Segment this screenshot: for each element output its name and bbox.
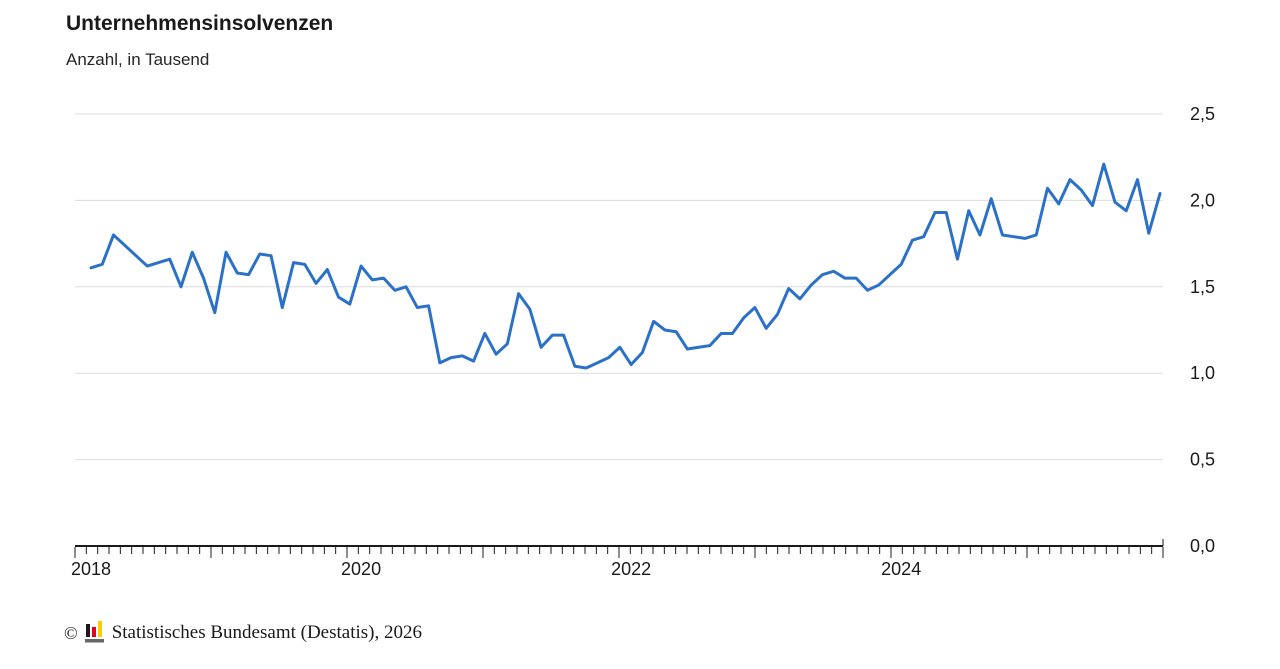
svg-text:2,0: 2,0	[1190, 190, 1215, 210]
source-footer: © Statistisches Bundesamt (Destatis), 20…	[64, 617, 422, 645]
x-axis	[74, 539, 1164, 558]
svg-text:1,5: 1,5	[1190, 277, 1215, 297]
svg-text:2,5: 2,5	[1190, 104, 1215, 124]
svg-text:2020: 2020	[341, 559, 381, 579]
chart-title: Unternehmensinsolvenzen	[66, 12, 334, 35]
svg-text:0,0: 0,0	[1190, 536, 1215, 556]
svg-text:2024: 2024	[881, 559, 921, 579]
svg-text:2022: 2022	[611, 559, 651, 579]
insolvency-line-chart: 0,0 0,5 1,0 1,5 2,0 2,5 2018 2020 2022 2024	[71, 104, 1215, 579]
insolvency-line	[89, 162, 1162, 370]
svg-text:0,5: 0,5	[1190, 450, 1215, 470]
svg-text:2018: 2018	[71, 559, 111, 579]
source-text: Statistisches Bundesamt (Destatis), 2026	[111, 622, 422, 643]
destatis-logo-icon	[84, 621, 104, 643]
y-axis-labels: 0,0 0,5 1,0 1,5 2,0 2,5	[1190, 104, 1215, 556]
gridlines	[75, 113, 1163, 461]
svg-text:1,0: 1,0	[1190, 363, 1215, 383]
x-axis-year-labels: 2018 2020 2022 2024	[71, 559, 921, 579]
copyright-symbol: ©	[64, 623, 78, 643]
chart-subtitle: Anzahl, in Tausend	[66, 50, 210, 69]
